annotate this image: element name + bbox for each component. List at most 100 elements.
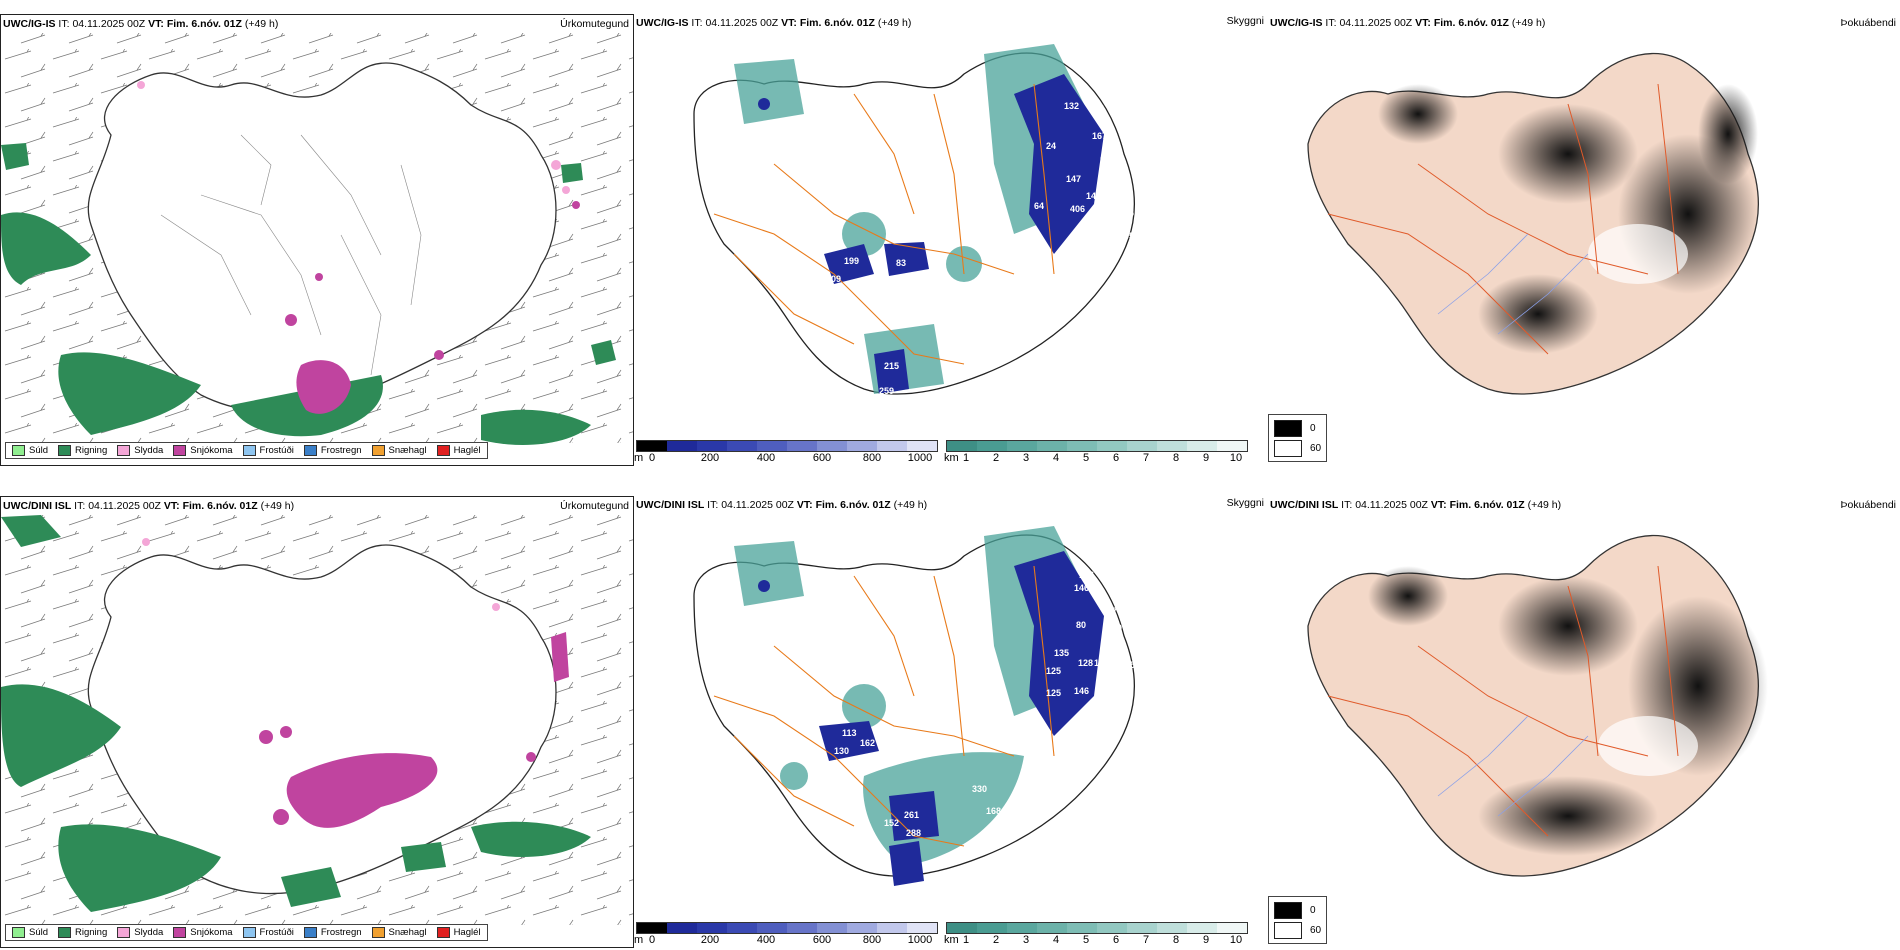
fog-legend-item: 60 <box>1274 438 1321 458</box>
fog-legend: 0 60 <box>1268 896 1328 944</box>
legend-item: Haglél <box>436 927 481 938</box>
legend-item: Slydda <box>117 927 163 938</box>
vis-value: 859 <box>1089 103 1104 113</box>
vis-colorbar-m <box>636 922 938 934</box>
vis-value: 116 <box>1134 666 1149 676</box>
vis-value: 215 <box>884 361 899 371</box>
vis-value: 130 <box>834 746 849 756</box>
vis-colorbar-km-ticks: 1 2 3 4 5 6 7 8 9 10 <box>962 934 1243 946</box>
iceland-outline <box>87 62 557 413</box>
top-fog-map <box>1307 52 1759 395</box>
vis-colorbar-m-unit: m <box>634 934 644 946</box>
vis-value: 224 <box>1106 224 1121 234</box>
panel-kind-label: Úrkomutegund <box>560 500 629 512</box>
vis-value: 288 <box>906 828 921 838</box>
vis-value: 137 <box>1054 778 1069 788</box>
fog-legend: 0 60 <box>1268 414 1328 462</box>
top-precip-header: UWC/IG-IS IT: 04.11.2025 00Z VT: Fim. 6.… <box>3 18 279 30</box>
fog-legend-item: 0 <box>1274 900 1321 920</box>
vis-value: 199 <box>844 256 859 266</box>
panel-kind-label: Skyggni <box>1226 15 1264 27</box>
legend-item: Súld <box>12 927 48 938</box>
vis-value: 87 <box>1080 718 1090 728</box>
vis-value: 135 <box>1054 648 1069 658</box>
bottom-vis-map: 136 146 76 80 60 78 135 125 128 116 165 … <box>693 526 1149 886</box>
vis-value: 148 <box>1086 191 1101 201</box>
vis-value: 152 <box>884 818 899 828</box>
panel-kind-label: Þokuábendi <box>1840 499 1896 511</box>
vis-colorbar-km-ticks: 1 2 3 4 5 6 7 8 9 10 <box>962 452 1243 464</box>
legend-item: Frostúði <box>242 445 294 456</box>
vis-value: 406 <box>1070 204 1085 214</box>
vis-value: 87 <box>1100 702 1110 712</box>
bottom-precip-panel: UWC/DINI ISL IT: 04.11.2025 00Z VT: Fim.… <box>0 496 634 948</box>
vis-colorbar-km-unit: km <box>944 934 959 946</box>
legend-item: Frostúði <box>242 927 294 938</box>
vis-value: 146 <box>1074 686 1089 696</box>
vis-value: 76 <box>1112 606 1122 616</box>
vis-value: 13 <box>1014 718 1024 728</box>
top-vis-panel: UWC/IG-IS IT: 04.11.2025 00Z VT: Fim. 6.… <box>634 14 1268 466</box>
vis-colorbar-m-ticks: 0 200 400 600 800 1000 <box>648 452 933 464</box>
legend-item: Súld <box>12 445 48 456</box>
vis-value: 125 <box>1046 688 1061 698</box>
legend-item: Snjókoma <box>173 445 233 456</box>
bottom-fog-panel: UWC/DINI ISL IT: 04.11.2025 00Z VT: Fim.… <box>1268 496 1900 948</box>
vis-value: 80 <box>1090 273 1100 283</box>
vis-value: 76 <box>1124 208 1134 218</box>
vis-value: 109 <box>826 274 841 284</box>
vis-value: 261 <box>904 810 919 820</box>
vis-value: 30 <box>1110 716 1120 726</box>
legend-item: Frostregn <box>303 445 362 456</box>
top-vis-header: UWC/IG-IS IT: 04.11.2025 00Z VT: Fim. 6.… <box>636 17 912 29</box>
vis-value: 146 <box>1074 583 1089 593</box>
vis-value: 167 <box>1092 131 1107 141</box>
top-fog-header: UWC/IG-IS IT: 04.11.2025 00Z VT: Fim. 6.… <box>1270 17 1546 29</box>
bottom-precip-map <box>1 515 633 925</box>
vis-value: 132 <box>1064 101 1079 111</box>
vis-value: 162 <box>860 738 875 748</box>
vis-colorbar-km-unit: km <box>944 452 959 464</box>
vis-value: 70 <box>1100 156 1110 166</box>
vis-value: 147 <box>1066 174 1081 184</box>
vis-value: 60 <box>1112 623 1122 633</box>
vis-value: 136 <box>1079 570 1094 580</box>
model-name: UWC/IG-IS <box>3 18 56 30</box>
vis-value: 113 <box>842 728 857 738</box>
legend-item: Frostregn <box>303 927 362 938</box>
vis-value: 259 <box>879 386 894 396</box>
vis-value: 16 <box>1019 246 1029 256</box>
vis-value: 78 <box>1134 633 1144 643</box>
panel-kind-label: Úrkomutegund <box>560 18 629 30</box>
fog-legend-item: 60 <box>1274 920 1321 940</box>
panel-kind-label: Þokuábendi <box>1840 17 1896 29</box>
precip-legend: Súld Rigning Slydda Snjókoma Frostúði Fr… <box>5 924 488 941</box>
vis-value: 330 <box>972 784 987 794</box>
vis-value: 64 <box>1034 201 1044 211</box>
legend-item: Rigning <box>58 927 107 938</box>
vis-value: 205 <box>1102 199 1117 209</box>
vis-colorbar-m <box>636 440 938 452</box>
legend-item: Snæhagl <box>371 445 427 456</box>
legend-item: Slydda <box>117 445 163 456</box>
vis-colorbar-m-ticks: 0 200 400 600 800 1000 <box>648 934 933 946</box>
vis-value: 392 <box>1009 795 1024 805</box>
top-vis-map: 132 859 24 167 70 147 148 205 84 76 64 4… <box>664 44 1135 396</box>
top-precip-panel: UWC/IG-IS IT: 04.11.2025 00Z VT: Fim. 6.… <box>0 14 634 466</box>
vis-value: 116 <box>1094 658 1109 668</box>
bottom-fog-map <box>1307 534 1768 877</box>
vis-value: 11 <box>1104 683 1114 693</box>
vis-value: 73 <box>1134 648 1144 658</box>
legend-item: Haglél <box>436 445 481 456</box>
vis-value: 84 <box>1122 191 1132 201</box>
legend-item: Snæhagl <box>371 927 427 938</box>
vis-value: 168 <box>986 806 1001 816</box>
vis-value: 95 <box>1124 231 1134 241</box>
bottom-vis-panel: UWC/DINI ISL IT: 04.11.2025 00Z VT: Fim.… <box>634 496 1268 948</box>
vis-colorbar-km <box>946 440 1248 452</box>
vis-value: 83 <box>896 258 906 268</box>
vis-value: 128 <box>1078 658 1093 668</box>
bottom-precip-header: UWC/DINI ISL IT: 04.11.2025 00Z VT: Fim.… <box>3 500 295 512</box>
fog-legend-item: 0 <box>1274 418 1321 438</box>
vis-colorbar-m-unit: m <box>634 452 644 464</box>
